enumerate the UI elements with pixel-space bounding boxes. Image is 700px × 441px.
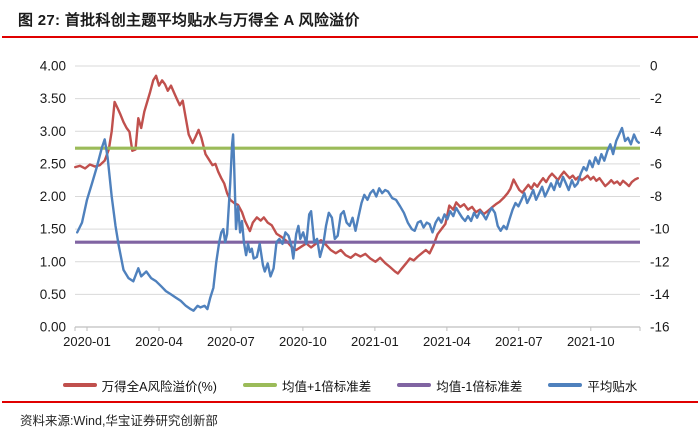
y-right-tick-label: -12: [650, 254, 670, 269]
y-right-tick-label: -10: [650, 222, 670, 237]
legend-item-avg-discount: 平均贴水: [548, 376, 637, 395]
legend-swatch-mean-minus-1std: [397, 383, 432, 387]
legend-label-risk-premium: 万得全A风险溢价(%): [101, 379, 217, 394]
x-tick-label: 2020-07: [207, 334, 255, 349]
accent-rule-bottom: [2, 401, 698, 403]
y-left-tick-label: 3.50: [40, 91, 66, 106]
series-risk-premium-line: [73, 74, 639, 275]
x-tick-label: 2021-10: [567, 334, 615, 349]
source-note: 资料来源:Wind,华宝证券研究创新部: [20, 414, 218, 428]
x-tick-label: 2021-01: [351, 334, 399, 349]
x-tick-label: 2020-10: [279, 334, 327, 349]
x-tick-label: 2020-01: [63, 334, 111, 349]
legend-label-avg-discount: 平均贴水: [587, 379, 638, 394]
y-right-tick-label: -6: [650, 156, 662, 171]
legend-label-mean-minus-1std: 均值-1倍标准差: [436, 379, 523, 394]
series-avg-discount-line: [75, 126, 640, 312]
legend-label-mean-plus-1std: 均值+1倍标准差: [281, 379, 372, 394]
y-left-tick-label: 4.00: [40, 59, 66, 74]
x-tick-label: 2021-07: [495, 334, 543, 349]
y-right-tick-label: -8: [650, 189, 662, 204]
y-right-tick-label: -2: [650, 91, 662, 106]
legend-item-mean-minus-1std: 均值-1倍标准差: [397, 376, 522, 395]
legend-item-risk-premium: 万得全A风险溢价(%): [62, 376, 217, 395]
y-left-tick-label: 2.00: [40, 189, 66, 204]
legend-swatch-risk-premium: [62, 383, 97, 387]
y-left-tick-label: 1.00: [40, 254, 66, 269]
risk-premium-discount-chart: 4.00 3.50 3.00 2.50 2.00 1.50 1.00 0.50 0.00 0 -2 -…: [40, 59, 670, 350]
y-left-tick-label: 0.00: [40, 320, 66, 335]
y-left-tick-label: 3.00: [40, 124, 66, 139]
legend-swatch-mean-plus-1std: [242, 383, 277, 387]
y-right-tick-label: -4: [650, 124, 662, 139]
chart-legend: 万得全A风险溢价(%) 均值+1倍标准差 均值-1倍标准差 平均贴水: [0, 375, 700, 395]
legend-item-mean-plus-1std: 均值+1倍标准差: [242, 376, 372, 395]
accent-rule-top: [2, 36, 698, 38]
y-left-tick-label: 2.50: [40, 156, 66, 171]
y-left-tick-label: 0.50: [40, 287, 66, 302]
figure-title: 图 27: 首批科创主题平均贴水与万得全 A 风险溢价: [18, 12, 360, 29]
y-right-tick-label: -14: [650, 287, 670, 302]
x-tick-label: 2021-04: [423, 334, 471, 349]
y-right-tick-label: -16: [650, 320, 670, 335]
y-right-tick-label: 0: [650, 59, 658, 74]
y-left-tick-label: 1.50: [40, 222, 66, 237]
x-tick-label: 2020-04: [135, 334, 183, 349]
legend-swatch-avg-discount: [548, 383, 583, 387]
